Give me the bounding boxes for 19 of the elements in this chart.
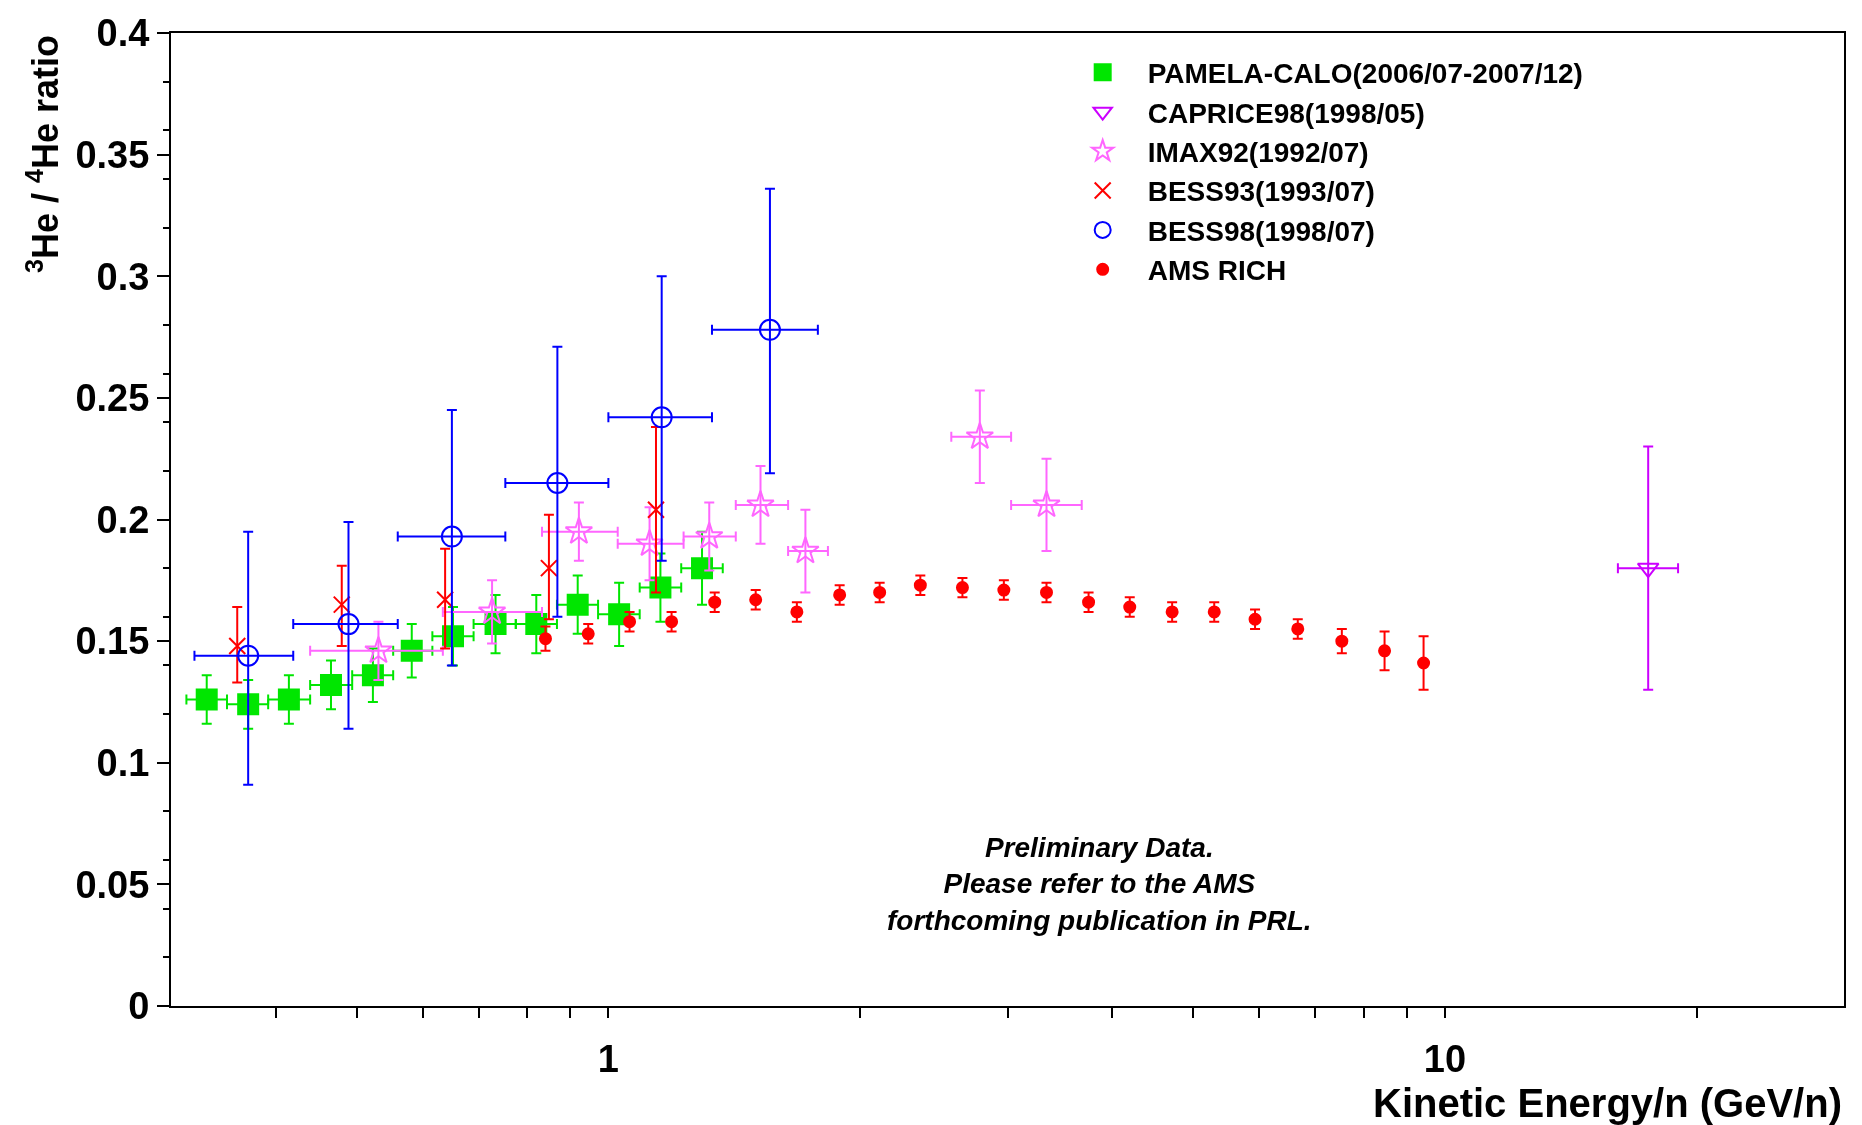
y-tick-label: 0.2 xyxy=(96,498,150,541)
legend-label: PAMELA-CALO(2006/07-2007/12) xyxy=(1147,58,1583,90)
legend-label: CAPRICE98(1998/05) xyxy=(1147,97,1425,129)
legend-label: BESS98(1998/07) xyxy=(1147,215,1375,247)
y-tick-label: 0.35 xyxy=(75,133,150,176)
y-tick-label: 0 xyxy=(128,985,150,1028)
y-tick-label: 0.15 xyxy=(75,620,150,663)
x-tick-label: 1 xyxy=(597,1037,619,1080)
legend-label: IMAX92(1992/07) xyxy=(1147,137,1369,169)
x-axis-title: Kinetic Energy/n (GeV/n) xyxy=(1373,1081,1842,1125)
y-tick-label: 0.3 xyxy=(96,255,150,298)
y-tick-label: 0.1 xyxy=(96,742,150,785)
y-tick-label: 0.05 xyxy=(75,863,150,906)
legend-label: BESS93(1993/07) xyxy=(1147,176,1375,208)
y-tick-label: 0.4 xyxy=(96,12,150,55)
legend-label: AMS RICH xyxy=(1147,255,1287,287)
y-tick-label: 0.25 xyxy=(75,377,150,420)
x-tick-label: 10 xyxy=(1423,1037,1467,1080)
annotation: Preliminary Data. Please refer to the AMS forthcoming publication in PRL. xyxy=(887,832,1312,936)
